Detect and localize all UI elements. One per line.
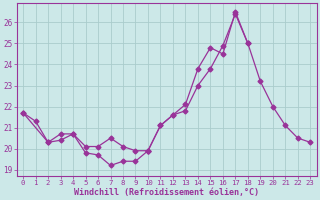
X-axis label: Windchill (Refroidissement éolien,°C): Windchill (Refroidissement éolien,°C) bbox=[74, 188, 259, 197]
